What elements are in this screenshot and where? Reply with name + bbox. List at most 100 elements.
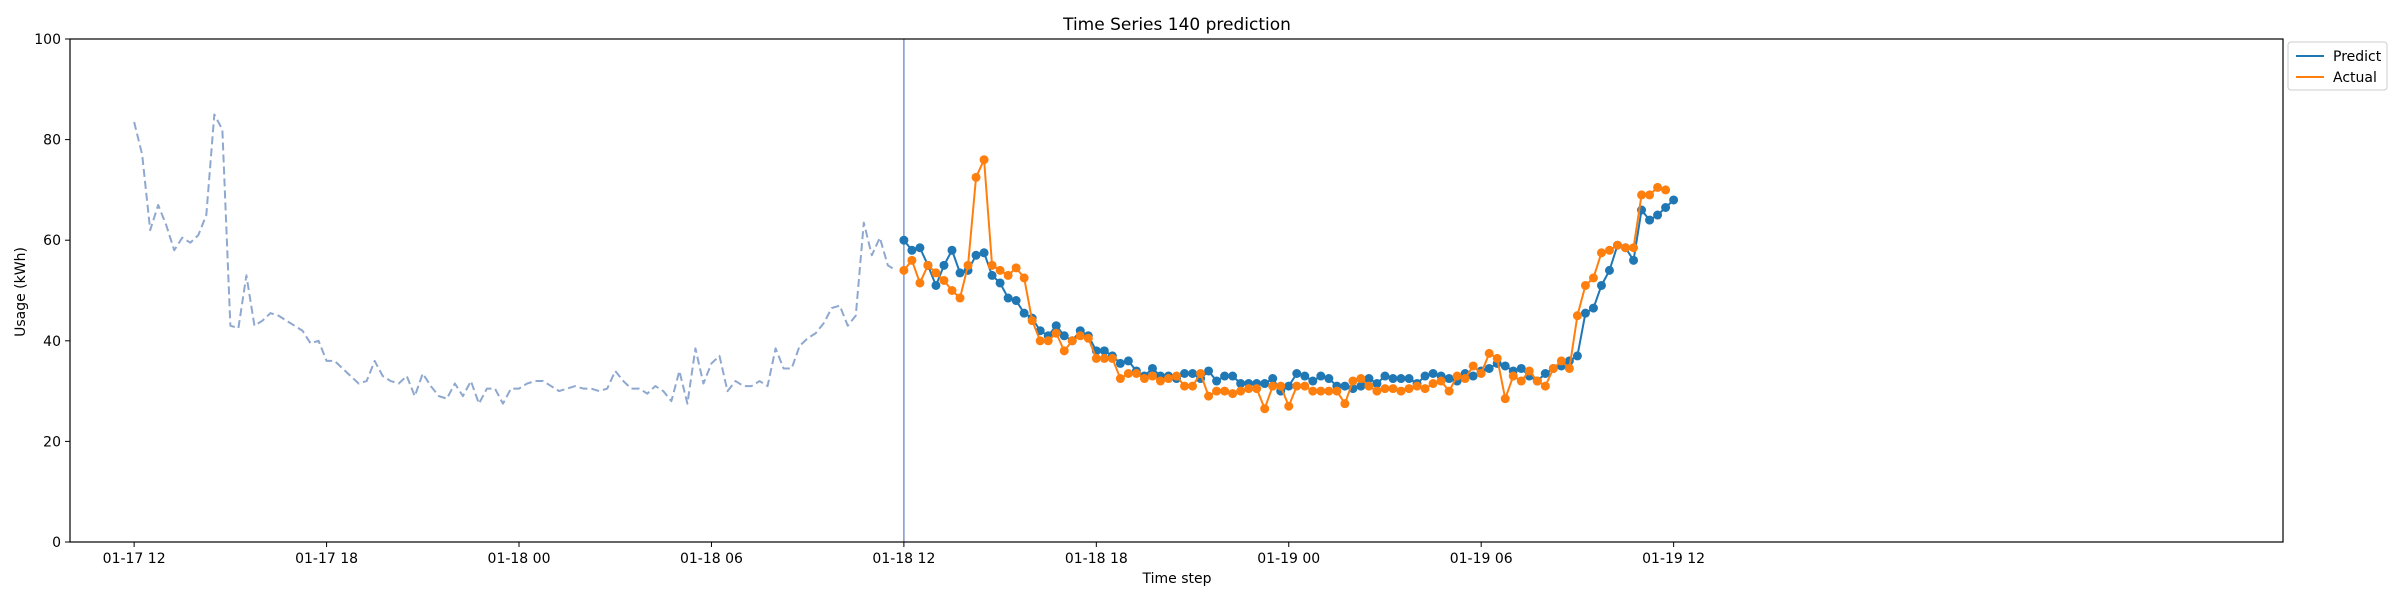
actual-point: [1011, 263, 1021, 273]
predict-point: [1572, 351, 1582, 361]
chart-title: Time Series 140 prediction: [1062, 15, 1291, 35]
actual-point: [1484, 348, 1494, 358]
predict-point: [1212, 376, 1222, 386]
predict-point: [987, 270, 997, 280]
actual-point: [1075, 331, 1085, 341]
predict-point: [971, 250, 981, 260]
actual-point: [1027, 316, 1037, 326]
predict-point: [1500, 361, 1510, 371]
predict-point: [1596, 280, 1606, 290]
actual-point: [1540, 381, 1550, 391]
predict-point: [1428, 368, 1438, 378]
actual-point: [1404, 384, 1414, 394]
actual-point: [963, 260, 973, 270]
predict-point: [907, 245, 917, 255]
actual-point: [1147, 371, 1157, 381]
predict-point: [1340, 381, 1350, 391]
y-tick-label: 40: [43, 334, 61, 350]
actual-point: [1637, 190, 1647, 200]
actual-point: [1155, 376, 1165, 386]
actual-point: [1316, 386, 1326, 396]
actual-point: [1099, 353, 1109, 363]
actual-point: [1276, 381, 1286, 391]
predict-point: [947, 245, 957, 255]
predict-point: [1260, 379, 1270, 389]
predict-point: [1115, 358, 1125, 368]
x-tick-label: 01-17 12: [103, 551, 166, 567]
predict-point: [1396, 374, 1406, 384]
actual-point: [1645, 190, 1655, 200]
predict-point: [899, 235, 909, 245]
predict-point: [915, 243, 925, 253]
ticks-layer: 0 20 40 60 80 100 01-17 12 01-17 18 01-18 00 01-1…: [34, 32, 1705, 567]
predict-point: [1484, 363, 1494, 373]
actual-point: [1180, 381, 1190, 391]
predict-point: [1356, 381, 1366, 391]
actual-point: [1604, 245, 1614, 255]
predict-point: [1653, 210, 1663, 220]
actual-point: [1356, 374, 1366, 384]
predict-point: [1228, 371, 1238, 381]
actual-point: [1252, 384, 1262, 394]
actual-point: [1236, 386, 1246, 396]
actual-point: [1396, 386, 1406, 396]
x-tick-label: 01-18 00: [488, 551, 551, 567]
actual-point: [1444, 386, 1454, 396]
actual-point: [1588, 273, 1598, 283]
actual-point: [1212, 386, 1222, 396]
actual-series-layer: [899, 155, 1671, 414]
actual-point: [1621, 243, 1631, 253]
actual-point: [1332, 386, 1342, 396]
x-tick-label: 01-18 12: [872, 551, 935, 567]
predict-point: [1220, 371, 1230, 381]
legend-predict-label: Predict: [2333, 49, 2382, 65]
predict-point: [1059, 331, 1069, 341]
actual-point: [955, 293, 965, 303]
predict-point: [1099, 346, 1109, 356]
predict-point: [979, 248, 989, 258]
actual-point: [1580, 280, 1590, 290]
actual-point: [1476, 368, 1486, 378]
actual-point: [1468, 361, 1478, 371]
actual-point: [1612, 240, 1622, 250]
actual-point: [1653, 182, 1663, 192]
actual-point: [1596, 248, 1606, 258]
actual-point: [1083, 333, 1093, 343]
actual-point: [1548, 363, 1558, 373]
predict-point: [1268, 374, 1278, 384]
predict-point: [1388, 374, 1398, 384]
actual-point: [1123, 368, 1133, 378]
predict-point: [1019, 308, 1029, 318]
predict-point: [1180, 368, 1190, 378]
actual-point: [987, 260, 997, 270]
predict-point: [1404, 374, 1414, 384]
x-tick-label: 01-17 18: [295, 551, 358, 567]
predict-point: [1051, 321, 1061, 331]
actual-point: [1556, 356, 1566, 366]
predict-point: [1629, 255, 1639, 265]
legend: Predict Actual: [2287, 41, 2388, 91]
actual-point: [1452, 371, 1462, 381]
actual-point: [939, 275, 949, 285]
x-tick-label: 01-19 00: [1257, 551, 1320, 567]
predict-point: [1147, 363, 1157, 373]
actual-point: [1388, 384, 1398, 394]
actual-point: [979, 155, 989, 165]
actual-point: [1500, 394, 1510, 404]
predict-point: [931, 280, 941, 290]
actual-point: [1324, 386, 1334, 396]
predict-point: [1308, 376, 1318, 386]
actual-point: [1244, 384, 1254, 394]
actual-point: [1380, 384, 1390, 394]
actual-point: [1035, 336, 1045, 346]
predict-point: [939, 260, 949, 270]
predict-point: [1588, 303, 1598, 313]
actual-point: [1067, 336, 1077, 346]
predict-point: [1123, 356, 1133, 366]
actual-point: [1428, 379, 1438, 389]
actual-point: [1115, 374, 1125, 384]
y-tick-label: 100: [34, 32, 61, 48]
predict-point: [1468, 371, 1478, 381]
